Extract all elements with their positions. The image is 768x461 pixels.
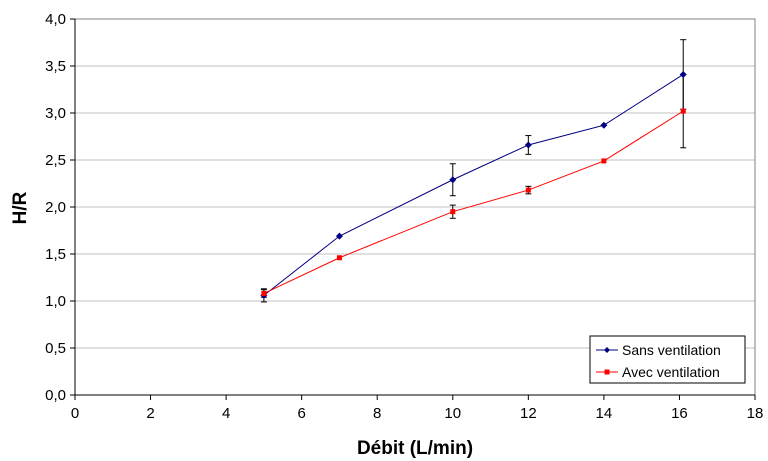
y-axis-title: H/R [10,191,31,224]
data-point-sans-ventilation [335,232,343,240]
data-point-avec-ventilation [680,108,686,114]
series-line-avec-ventilation [263,110,684,294]
data-point-sans-ventilation [449,176,457,184]
x-tick-label: 2 [146,405,154,422]
x-tick-label: 12 [520,405,537,422]
data-point-avec-ventilation [525,187,531,193]
y-tick-label: 0,5 [45,340,66,357]
data-point-sans-ventilation [600,121,608,129]
data-point-avec-ventilation [601,158,607,164]
x-tick-label: 16 [671,405,688,422]
x-tick-label: 10 [444,405,461,422]
legend-label-avec-ventilation: Avec ventilation [622,364,720,380]
data-point-avec-ventilation [450,209,456,215]
legend-marker-avec-ventilation [604,369,610,375]
y-tick-label: 0,0 [45,387,66,404]
y-tick-label: 1,0 [45,293,66,310]
x-tick-label: 4 [222,405,230,422]
series-lines [263,74,684,296]
error-bars [260,39,687,303]
y-tick-label: 2,0 [45,199,66,216]
data-point-sans-ventilation [524,141,532,149]
data-point-sans-ventilation [679,70,687,78]
series-line-sans-ventilation [263,74,684,296]
x-tick-label: 6 [297,405,305,422]
gridlines [75,18,755,349]
data-point-avec-ventilation [261,290,267,296]
y-tick-label: 3,0 [45,105,66,122]
legend: Sans ventilation Avec ventilation [589,335,746,384]
data-point-avec-ventilation [336,255,342,261]
y-tick-label: 4,0 [45,11,66,28]
legend-marker-sans-ventilation [604,347,610,353]
x-axis: 0 2 4 6 8 10 12 14 16 18 [71,394,764,422]
y-tick-label: 2,5 [45,152,66,169]
x-tick-label: 8 [373,405,381,422]
legend-label-sans-ventilation: Sans ventilation [622,342,721,358]
x-axis-title: Débit (L/min) [357,438,473,459]
x-tick-label: 0 [71,405,79,422]
y-tick-label: 1,5 [45,246,66,263]
y-tick-label: 3,5 [45,58,66,75]
x-tick-label: 18 [747,405,764,422]
legend-box [589,335,746,384]
x-tick-label: 14 [596,405,613,422]
y-axis: 0,0 0,5 1,0 1,5 2,0 2,5 3,0 3,5 4,0 [45,11,76,404]
series-markers [260,70,687,299]
